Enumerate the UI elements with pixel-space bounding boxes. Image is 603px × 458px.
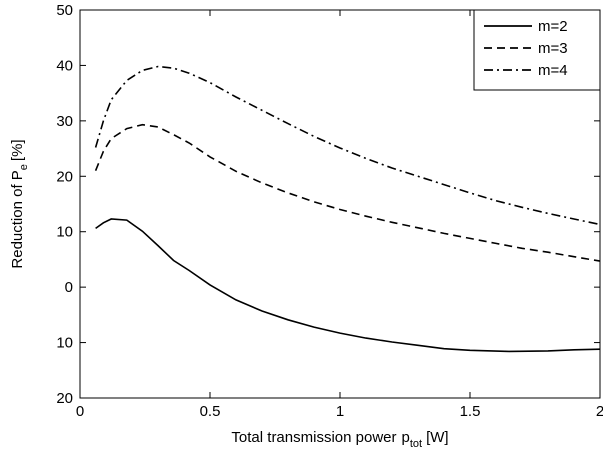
y-tick-label: 50	[56, 2, 73, 19]
y-axis-title-main: Reduction of P	[9, 170, 26, 268]
axis-ticks: 0 0.5 1 1.5 2 20 10 0 10 20 30 40 50	[56, 2, 603, 420]
y-tick-label: 10	[56, 224, 73, 241]
x-tick-label: 0	[76, 403, 84, 420]
legend-label: m=4	[538, 62, 568, 79]
legend-label: m=2	[538, 18, 568, 35]
legend: m=2 m=3 m=4	[473, 9, 601, 91]
legend-box	[473, 9, 601, 91]
x-axis-title-unit: [W]	[426, 429, 449, 446]
y-axis-title: Reduction of Pe [%]	[9, 139, 30, 268]
y-axis-title-unit: [%]	[9, 139, 26, 161]
x-tick-label: 1	[336, 403, 344, 420]
x-axis-title-main: Total transmission power	[231, 429, 396, 446]
series-line-m4	[94, 65, 601, 226]
legend-label: m=3	[538, 40, 568, 57]
x-axis-title-symbol: p	[402, 429, 410, 446]
x-tick-label: 2	[596, 403, 603, 420]
y-tick-label: 20	[56, 390, 73, 407]
x-tick-label: 1.5	[460, 403, 481, 420]
x-axis-title-sub: tot	[410, 438, 422, 450]
y-tick-label: 30	[56, 113, 73, 130]
series-layer	[94, 65, 601, 353]
x-tick-label: 0.5	[200, 403, 221, 420]
y-tick-label: 10	[56, 335, 73, 352]
x-axis-title: Total transmission power ptot [W]	[231, 429, 448, 450]
series-line-m2	[95, 218, 601, 353]
y-tick-label: 40	[56, 57, 73, 74]
y-tick-label: 0	[65, 279, 73, 296]
series-line-m3	[94, 123, 601, 262]
y-axis-title-sub: e	[18, 164, 30, 170]
y-tick-label: 20	[56, 168, 73, 185]
